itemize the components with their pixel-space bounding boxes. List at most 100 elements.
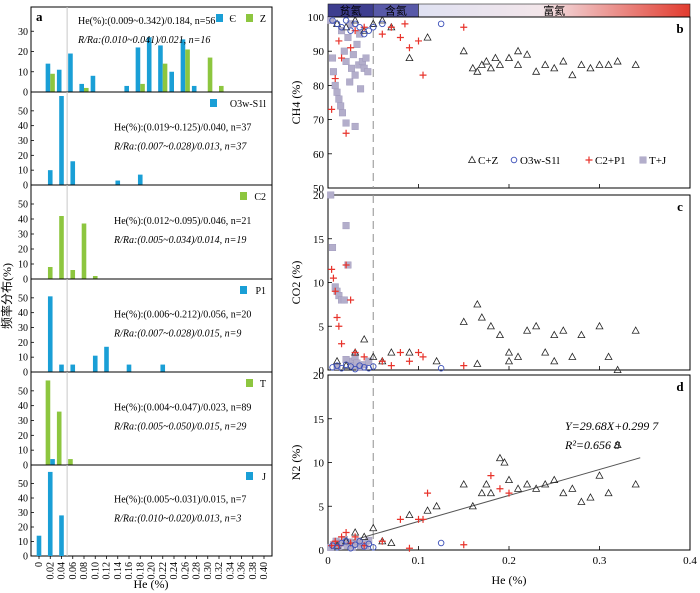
point-triangle [332,356,342,365]
point-plus [396,515,404,523]
x-tick-label: 0.02 [45,562,56,580]
histogram-panel: 0 10 20 30 a Z Є He(%):(0.009~0.342)/0.184, n=5… [18,6,273,99]
series-t-j [327,191,373,371]
point-triangle [482,57,491,65]
histogram-bar [191,85,197,92]
histogram-bar [70,270,76,279]
histogram-bar [169,71,174,92]
scatter-panel: 0 5 10 15 20 CO2 (%) c [289,190,691,377]
legend-label: Є [229,14,236,25]
point-triangle [550,475,559,484]
point-triangle [468,63,477,72]
point-square [353,40,361,48]
y-tick-label: 90 [313,46,325,58]
legend-label: Z [260,14,266,25]
scatter-panel: 0 5 10 15 20 0 0.1 0.2 0.3 0.4 He (%) N2 (%) d Y=29.6… [289,370,697,587]
y-tick-label: 40 [18,215,28,226]
point-plus [351,27,359,35]
y-tick-label: 10 [313,278,325,290]
y-axis-label: CO2 (%) [289,261,303,305]
point-triangle [568,352,577,360]
y-tick-label: 10 [18,353,28,364]
histogram-bar [70,364,76,372]
stat-rra: R/Ra:(0.007~0.028)/0.013, n=37 [113,142,247,153]
point-square [327,16,335,24]
point-plus [405,544,413,552]
x-tick-label: 0.28 [192,562,203,580]
x-tick-label: 0.4 [683,555,697,567]
point-plus [585,156,593,164]
x-tick-label: 0.36 [237,562,248,580]
point-plus [351,349,359,356]
y-tick-label: 40 [18,308,28,319]
x-tick-label: 0.22 [158,562,169,580]
point-triangle [613,440,622,449]
histogram-bar [56,69,62,92]
point-triangle [468,501,477,510]
y-tick-label: 40 [18,494,28,505]
y-tick-label: 0 [23,275,28,286]
point-triangle [595,60,604,68]
legend-label: O3w-S1l [230,99,266,110]
point-triangle [559,326,568,334]
point-triangle [523,50,532,58]
point-triangle [613,365,622,374]
point-plus [460,541,468,549]
legend-label: T+J [649,155,667,167]
point-circle [329,542,336,549]
point-triangle [532,67,541,75]
point-plus [335,37,343,45]
series-c2-p1 [328,20,468,137]
y-tick-label: 30 [18,416,28,427]
y-tick-label: 50 [313,183,325,195]
point-circle [342,538,350,545]
x-tick-label: 0.40 [259,562,270,580]
point-triangle [568,484,577,492]
point-square [351,71,359,79]
histogram-bar [47,267,53,279]
panel-frame [327,194,691,371]
x-tick-label: 0.04 [57,562,68,580]
point-triangle [477,488,486,497]
point-plus [347,44,355,52]
legend-swatch [240,192,247,200]
y-tick-label: 10 [18,537,28,548]
series-c-z [332,299,640,374]
stat-rra: R/Ra:(0.010~0.041)/0.021, n=16 [77,35,210,46]
point-triangle [482,479,491,488]
point-circle [356,538,363,545]
point-triangle [595,471,604,479]
point-plus [415,37,422,45]
point-triangle [360,532,369,540]
stat-rra: R/Ra:(0.005~0.034)/0.014, n=19 [113,235,246,246]
point-circle [338,365,345,372]
histogram-y-axis-label: 频率分布(%) [0,263,14,329]
x-tick-label: 0.08 [79,562,90,580]
histogram-x-axis-label: He (%) [134,577,169,591]
x-tick-label: 0.34 [225,562,236,580]
histogram-bar [126,364,132,372]
point-plus [338,54,346,62]
y-axis-label: N2 (%) [289,445,303,481]
point-square [342,222,350,230]
legend-swatch [246,472,253,480]
point-triangle [532,321,541,330]
y-tick-label: 50 [18,293,28,304]
y-tick-label: 15 [313,234,325,246]
point-circle [356,24,363,31]
x-tick-label: 0.26 [180,562,191,580]
zone-label: 贫氦 [340,4,362,18]
point-square [327,191,335,199]
point-plus [387,362,395,370]
legend-label: O3w-S1l [520,155,560,167]
point-plus [396,349,404,356]
stat-he: He(%):(0.009~0.342)/0.184, n=56 [78,16,215,27]
series-o3w-s1l [329,361,445,373]
point-triangle [405,53,414,62]
point-plus [505,489,513,497]
histogram-bar [219,85,224,92]
histogram-bar [135,47,141,92]
series-c2-p1 [328,261,468,370]
point-triangle [369,19,378,27]
point-square [340,47,348,55]
